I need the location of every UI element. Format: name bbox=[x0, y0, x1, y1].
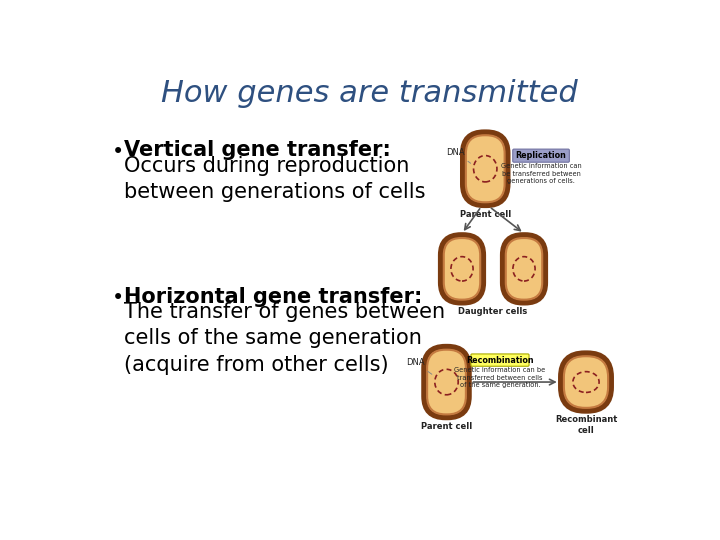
Text: The transfer of genes between
cells of the same generation
(acquire from other c: The transfer of genes between cells of t… bbox=[124, 302, 445, 375]
FancyBboxPatch shape bbox=[441, 235, 483, 303]
FancyBboxPatch shape bbox=[463, 132, 508, 205]
Text: Occurs during reproduction
between generations of cells: Occurs during reproduction between gener… bbox=[124, 156, 426, 202]
Text: Genetic information can be
transferred between cells
of the same generation.: Genetic information can be transferred b… bbox=[454, 367, 546, 388]
Text: Recombinant
cell: Recombinant cell bbox=[555, 415, 617, 435]
FancyBboxPatch shape bbox=[424, 347, 469, 417]
Text: •: • bbox=[112, 142, 124, 162]
Text: Horizontal gene transfer:: Horizontal gene transfer: bbox=[124, 287, 423, 307]
Text: DNA: DNA bbox=[406, 358, 432, 374]
Text: Vertical gene transfer:: Vertical gene transfer: bbox=[124, 140, 391, 160]
Text: How genes are transmitted: How genes are transmitted bbox=[161, 79, 577, 107]
Text: Daughter cells: Daughter cells bbox=[459, 307, 528, 315]
Text: Genetic information can
be transferred between
generations of cells.: Genetic information can be transferred b… bbox=[500, 164, 582, 184]
FancyBboxPatch shape bbox=[503, 235, 545, 303]
Text: DNA: DNA bbox=[446, 148, 471, 163]
FancyBboxPatch shape bbox=[513, 149, 570, 162]
FancyBboxPatch shape bbox=[471, 354, 529, 366]
Text: Recombination: Recombination bbox=[466, 356, 534, 364]
Text: Parent cell: Parent cell bbox=[459, 210, 511, 219]
Text: •: • bbox=[112, 288, 124, 308]
Text: Replication: Replication bbox=[516, 151, 567, 160]
Text: Parent cell: Parent cell bbox=[421, 422, 472, 431]
FancyBboxPatch shape bbox=[561, 353, 611, 411]
